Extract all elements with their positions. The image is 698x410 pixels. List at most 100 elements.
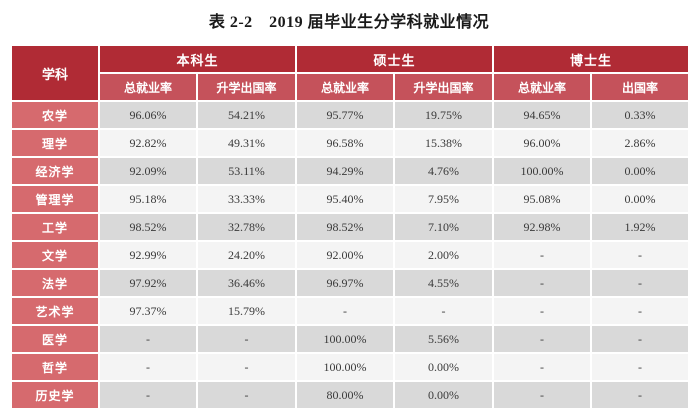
data-cell: 1.92%	[590, 212, 691, 242]
sub-header-ms-furtherstudy-rate: 升学出国率	[393, 72, 495, 102]
data-cell: 98.52%	[295, 212, 396, 242]
data-cell: -	[98, 324, 198, 354]
row-header: 理学	[10, 128, 100, 158]
data-cell: -	[492, 268, 593, 298]
data-cell: 92.99%	[98, 240, 198, 270]
data-cell: 0.00%	[590, 184, 691, 214]
data-cell: 53.11%	[195, 156, 298, 186]
data-cell: 92.98%	[492, 212, 593, 242]
data-cell: 92.09%	[98, 156, 198, 186]
data-cell: 0.00%	[393, 380, 495, 410]
table-row: 农学 96.06% 54.21% 95.77% 19.75% 94.65% 0.…	[10, 100, 691, 130]
data-cell: 97.37%	[98, 296, 198, 326]
data-cell: 92.82%	[98, 128, 198, 158]
table-header: 学科 本科生 硕士生 博士生 总就业率 升学出国率 总就业率 升学出国率 总就业…	[10, 44, 691, 102]
table-row: 哲学 - - 100.00% 0.00% - -	[10, 352, 691, 382]
data-cell: 2.00%	[393, 240, 495, 270]
data-cell: -	[590, 240, 691, 270]
data-cell: 95.77%	[295, 100, 396, 130]
sub-header-ug-furtherstudy-rate: 升学出国率	[195, 72, 298, 102]
data-cell: 4.55%	[393, 268, 495, 298]
sub-header-phd-abroad-rate: 出国率	[590, 72, 691, 102]
data-cell: 94.29%	[295, 156, 396, 186]
table-row: 理学 92.82% 49.31% 96.58% 15.38% 96.00% 2.…	[10, 128, 691, 158]
data-cell: 100.00%	[295, 324, 396, 354]
data-cell: 4.76%	[393, 156, 495, 186]
data-cell: 15.38%	[393, 128, 495, 158]
data-cell: -	[492, 380, 593, 410]
table-row: 历史学 - - 80.00% 0.00% - -	[10, 380, 691, 410]
data-cell: 92.00%	[295, 240, 396, 270]
data-cell: 95.18%	[98, 184, 198, 214]
data-cell: -	[492, 352, 593, 382]
row-header: 文学	[10, 240, 100, 270]
table-row: 医学 - - 100.00% 5.56% - -	[10, 324, 691, 354]
data-cell: 97.92%	[98, 268, 198, 298]
sub-header-row: 总就业率 升学出国率 总就业率 升学出国率 总就业率 出国率	[11, 72, 691, 102]
group-header-row: 学科 本科生 硕士生 博士生	[10, 44, 691, 102]
table-row: 艺术学 97.37% 15.79% - - - -	[10, 296, 691, 326]
data-cell: 94.65%	[492, 100, 593, 130]
table-row: 文学 92.99% 24.20% 92.00% 2.00% - -	[10, 240, 691, 270]
data-cell: 96.00%	[492, 128, 593, 158]
data-cell: -	[195, 324, 298, 354]
table-row: 管理学 95.18% 33.33% 95.40% 7.95% 95.08% 0.…	[10, 184, 691, 214]
data-cell: 100.00%	[492, 156, 593, 186]
sub-header-ms-employment-rate: 总就业率	[295, 72, 396, 102]
data-cell: 7.95%	[393, 184, 495, 214]
data-cell: 96.97%	[295, 268, 396, 298]
data-cell: 0.00%	[590, 156, 691, 186]
data-cell: 24.20%	[195, 240, 298, 270]
data-cell: 7.10%	[393, 212, 495, 242]
data-cell: -	[590, 296, 691, 326]
row-header: 医学	[10, 324, 100, 354]
data-cell: -	[590, 380, 691, 410]
table-caption: 表 2-2 2019 届毕业生分学科就业情况	[208, 14, 490, 31]
data-cell: -	[393, 296, 495, 326]
row-header: 哲学	[10, 352, 100, 382]
col-header-discipline: 学科	[10, 44, 100, 102]
row-header: 法学	[10, 268, 100, 298]
group-header-undergraduate: 本科生	[97, 44, 298, 74]
data-cell: -	[492, 324, 593, 354]
data-cell: -	[98, 380, 198, 410]
table-row: 经济学 92.09% 53.11% 94.29% 4.76% 100.00% 0…	[10, 156, 691, 186]
sub-header-phd-employment-rate: 总就业率	[492, 72, 593, 102]
row-header: 艺术学	[10, 296, 100, 326]
data-cell: -	[492, 296, 593, 326]
data-cell: -	[195, 380, 298, 410]
data-cell: -	[590, 324, 691, 354]
data-cell: -	[590, 352, 691, 382]
row-header: 工学	[10, 212, 100, 242]
data-cell: 36.46%	[195, 268, 298, 298]
data-cell: -	[295, 296, 396, 326]
data-cell: 98.52%	[98, 212, 198, 242]
data-cell: 95.08%	[492, 184, 593, 214]
table-row: 法学 97.92% 36.46% 96.97% 4.55% - -	[10, 268, 691, 298]
employment-by-discipline-table: 学科 本科生 硕士生 博士生 总就业率 升学出国率 总就业率 升学出国率 总就业…	[10, 44, 691, 410]
data-cell: 2.86%	[590, 128, 691, 158]
table-body: 农学 96.06% 54.21% 95.77% 19.75% 94.65% 0.…	[10, 100, 691, 410]
data-cell: -	[195, 352, 298, 382]
data-cell: 95.40%	[295, 184, 396, 214]
data-cell: 96.58%	[295, 128, 396, 158]
data-cell: 49.31%	[195, 128, 298, 158]
data-cell: 0.33%	[590, 100, 691, 130]
row-header: 农学	[10, 100, 100, 130]
group-header-doctoral: 博士生	[492, 44, 691, 74]
table-row: 工学 98.52% 32.78% 98.52% 7.10% 92.98% 1.9…	[10, 212, 691, 242]
data-cell: -	[98, 352, 198, 382]
data-cell: 15.79%	[195, 296, 298, 326]
data-cell: -	[590, 268, 691, 298]
data-cell: 19.75%	[393, 100, 495, 130]
data-cell: 54.21%	[195, 100, 298, 130]
data-cell: 32.78%	[195, 212, 298, 242]
row-header: 管理学	[10, 184, 100, 214]
data-cell: 33.33%	[195, 184, 298, 214]
row-header: 历史学	[10, 380, 100, 410]
data-cell: 100.00%	[295, 352, 396, 382]
data-cell: 96.06%	[98, 100, 198, 130]
row-header: 经济学	[10, 156, 100, 186]
data-cell: -	[492, 240, 593, 270]
data-cell: 0.00%	[393, 352, 495, 382]
